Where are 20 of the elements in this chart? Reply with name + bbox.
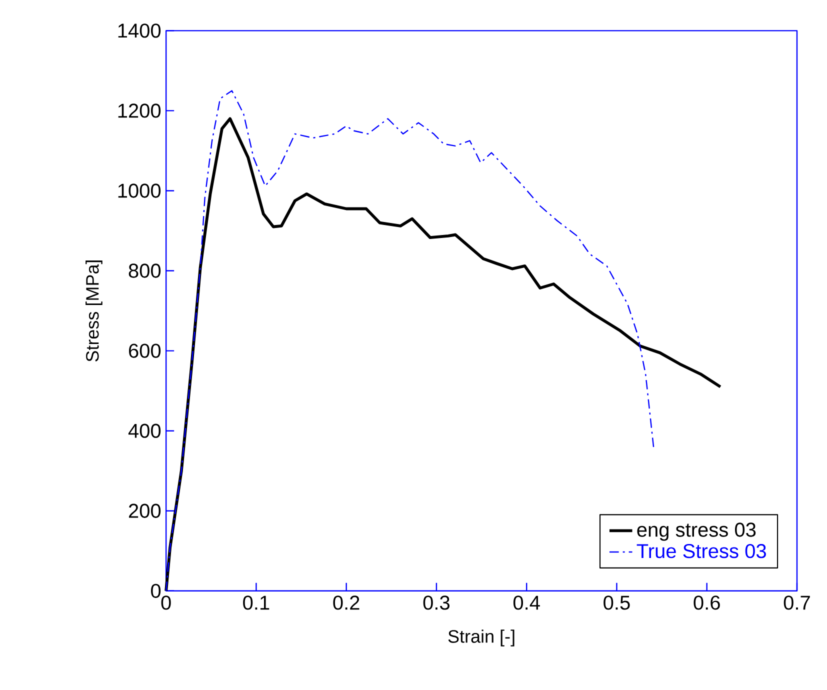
y-tick-label: 400 (128, 424, 161, 438)
legend-label: eng stress 03 (637, 522, 756, 541)
x-tick-label: 0.4 (513, 596, 540, 610)
x-tick-label: 0.7 (784, 596, 810, 610)
y-tick-label: 200 (128, 504, 161, 518)
legend-label: True Stress 03 (636, 544, 766, 558)
x-tick-label: 0.2 (333, 596, 360, 610)
x-tick-label: 0.6 (694, 596, 720, 610)
x-tick-label: 0.5 (604, 596, 630, 610)
y-tick-label: 1400 (118, 24, 161, 38)
x-axis-title: Strain [-] (448, 630, 514, 647)
y-tick-label: 1200 (118, 104, 161, 118)
x-tick-label: 0.3 (423, 596, 450, 610)
y-axis-title: Stress [MPa] (86, 260, 102, 362)
x-tick-label: 0 (161, 596, 171, 610)
y-tick-label: 800 (128, 264, 161, 278)
y-tick-label: 1000 (118, 184, 161, 198)
y-tick-label: 0 (151, 584, 161, 598)
x-tick-label: 0.1 (243, 596, 270, 610)
y-tick-label: 600 (129, 344, 161, 358)
